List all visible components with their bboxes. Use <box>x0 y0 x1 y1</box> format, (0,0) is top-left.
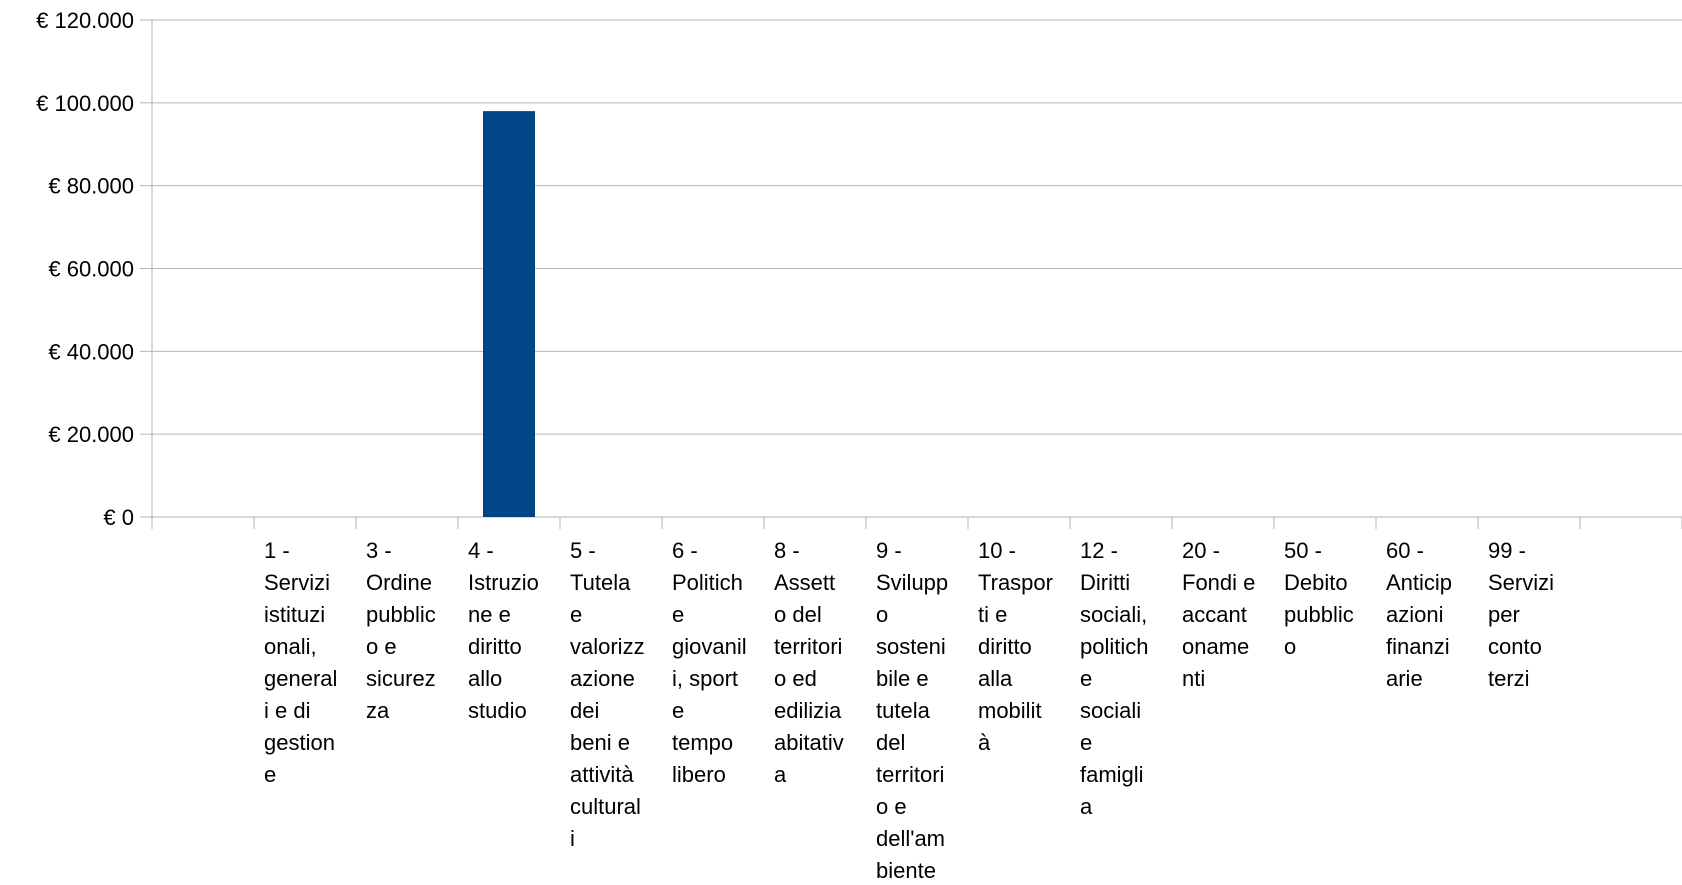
y-tick-label: € 60.000 <box>48 257 134 282</box>
x-category-label: 1 -Servizi istituzi onali, general i e di ges… <box>264 538 337 787</box>
y-tick-label: € 40.000 <box>48 339 134 364</box>
x-category-label: 60 -Anticip azioni finanzi arie <box>1386 538 1452 691</box>
x-category-label: 3 -Ordine pubblic o e sicurez za <box>366 538 436 723</box>
bar <box>483 111 535 517</box>
y-tick-label: € 120.000 <box>36 8 134 33</box>
axes <box>140 19 1682 518</box>
x-category-label: 5 -Tutela e valorizz azione dei beni e attivit… <box>570 538 645 851</box>
y-tick-label: € 80.000 <box>48 174 134 199</box>
x-category-label: 10 -Traspor ti e diritto alla mobilit à <box>978 538 1053 755</box>
x-category-label: 9 -Svilupp o sosteni bile e tutela del territo… <box>876 538 948 883</box>
y-tick-label: € 100.000 <box>36 91 134 116</box>
y-tick-labels: € 0 € 20.000 € 40.000 € 60.000 € 80.000 € 100… <box>36 8 134 530</box>
y-tick-label: € 20.000 <box>48 422 134 447</box>
x-category-label: 12 -Diritti sociali, politich e sociali e fami… <box>1080 538 1148 819</box>
grid-lines <box>152 19 1682 435</box>
x-category-label: 20 -Fondi e accant oname nti <box>1182 538 1255 691</box>
bars <box>483 111 535 517</box>
x-category-label: 50 -Debito pubblic o <box>1284 538 1354 659</box>
x-category-label: 99 -Servizi per conto terzi <box>1488 538 1554 691</box>
category-labels: 1 -Servizi istituzi onali, general i e di ges… <box>264 538 1554 883</box>
x-category-label: 6 -Politich e giovanil i, sport e tempo libero <box>672 538 747 787</box>
x-category-label: 4 -Istruzio ne e diritto allo studio <box>468 538 539 723</box>
x-tick-marks <box>151 517 1682 529</box>
x-category-label: 8 -Assett o del territori o ed edilizia abita… <box>774 538 844 787</box>
y-tick-label: € 0 <box>103 505 134 530</box>
